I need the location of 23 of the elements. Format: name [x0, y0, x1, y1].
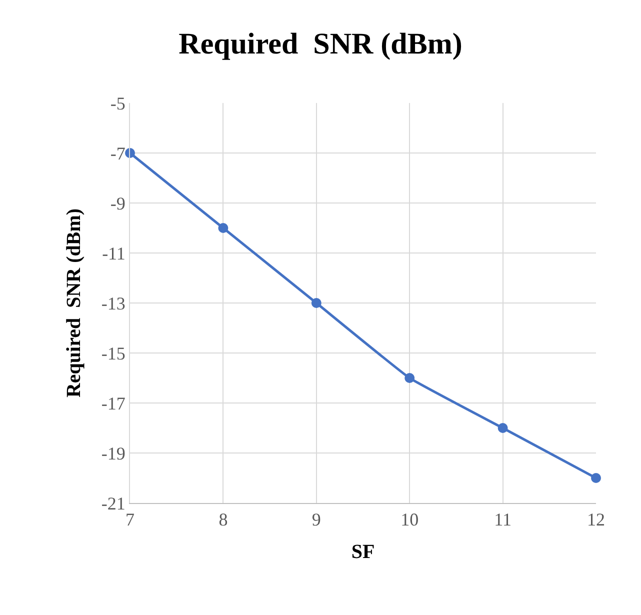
y-axis-title: Required SNR (dBm) — [62, 208, 85, 398]
chart-title: Required SNR (dBm) — [178, 28, 462, 61]
y-tick-label: -15 — [101, 343, 126, 364]
point — [311, 298, 322, 308]
x-tick-label: 11 — [494, 510, 512, 530]
x-tick-label: 9 — [312, 510, 321, 530]
y-tick-label: -13 — [101, 293, 126, 314]
x-tick-label: 8 — [218, 510, 228, 530]
y-tick-label: -17 — [101, 393, 126, 414]
point — [404, 373, 415, 383]
point — [218, 223, 228, 233]
y-tick-label: -19 — [101, 443, 126, 464]
y-tick-label: -5 — [110, 93, 126, 114]
x-tick-label: 12 — [587, 510, 605, 530]
x-tick-label: 7 — [126, 510, 134, 530]
y-tick-label: -7 — [110, 143, 126, 164]
point — [498, 423, 508, 433]
x-axis-title: SF — [351, 541, 375, 564]
y-tick-label: -9 — [110, 193, 126, 214]
x-tick-label: 10 — [400, 510, 419, 530]
y-tick-label: -21 — [101, 493, 126, 514]
point — [591, 473, 601, 483]
y-tick-label: -11 — [102, 243, 126, 264]
